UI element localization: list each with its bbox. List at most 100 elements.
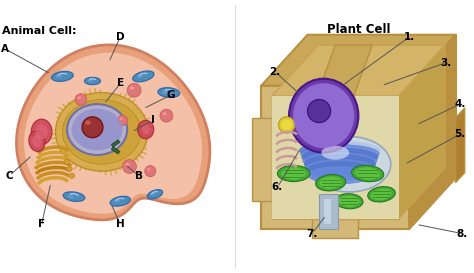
Ellipse shape <box>368 187 395 202</box>
Ellipse shape <box>110 196 130 206</box>
Bar <box>111 140 120 147</box>
Ellipse shape <box>339 195 360 207</box>
Ellipse shape <box>319 177 342 189</box>
Polygon shape <box>399 45 445 219</box>
Ellipse shape <box>119 117 123 120</box>
Text: A: A <box>0 44 9 54</box>
Ellipse shape <box>293 83 354 148</box>
Ellipse shape <box>63 192 85 201</box>
Ellipse shape <box>133 71 154 82</box>
Polygon shape <box>261 86 409 229</box>
Ellipse shape <box>130 87 134 90</box>
Ellipse shape <box>77 96 81 99</box>
Text: Plant Cell: Plant Cell <box>327 23 390 36</box>
Ellipse shape <box>56 75 63 78</box>
Text: I: I <box>151 115 155 125</box>
Polygon shape <box>272 96 399 219</box>
Ellipse shape <box>352 165 384 182</box>
Ellipse shape <box>306 162 374 180</box>
Text: 2.: 2. <box>270 67 281 77</box>
Polygon shape <box>409 35 456 229</box>
Polygon shape <box>272 96 399 219</box>
Ellipse shape <box>69 173 74 178</box>
Ellipse shape <box>304 155 376 174</box>
Ellipse shape <box>127 83 141 97</box>
Text: D: D <box>116 32 125 42</box>
Ellipse shape <box>300 141 380 160</box>
Ellipse shape <box>279 117 295 133</box>
Ellipse shape <box>72 109 123 150</box>
Polygon shape <box>252 118 272 201</box>
Ellipse shape <box>282 120 292 130</box>
Ellipse shape <box>308 99 331 123</box>
Ellipse shape <box>82 117 103 138</box>
Ellipse shape <box>55 93 148 171</box>
Ellipse shape <box>163 112 166 115</box>
Polygon shape <box>312 219 358 238</box>
Ellipse shape <box>277 165 310 182</box>
Text: G: G <box>167 90 175 100</box>
Polygon shape <box>272 45 445 96</box>
Ellipse shape <box>305 158 374 177</box>
Ellipse shape <box>282 167 306 180</box>
Ellipse shape <box>316 174 346 191</box>
Text: 8.: 8. <box>457 229 468 239</box>
Ellipse shape <box>52 71 73 81</box>
Ellipse shape <box>88 80 92 82</box>
Ellipse shape <box>371 189 392 200</box>
Bar <box>324 199 331 224</box>
Bar <box>111 147 120 154</box>
Ellipse shape <box>84 77 100 85</box>
PathPatch shape <box>17 45 210 220</box>
Ellipse shape <box>137 74 143 78</box>
Ellipse shape <box>36 124 48 140</box>
PathPatch shape <box>24 53 202 214</box>
Ellipse shape <box>125 163 129 166</box>
Ellipse shape <box>67 195 74 198</box>
Ellipse shape <box>147 168 150 171</box>
Text: E: E <box>117 78 124 88</box>
Ellipse shape <box>162 91 169 94</box>
Ellipse shape <box>123 160 137 174</box>
Text: C: C <box>5 171 13 181</box>
Ellipse shape <box>67 104 127 155</box>
Ellipse shape <box>75 94 87 105</box>
Ellipse shape <box>145 166 156 177</box>
Polygon shape <box>456 108 465 183</box>
Ellipse shape <box>356 167 380 180</box>
Ellipse shape <box>66 166 72 171</box>
Text: H: H <box>116 219 125 229</box>
Ellipse shape <box>29 131 45 152</box>
Ellipse shape <box>32 135 42 147</box>
Ellipse shape <box>150 192 155 195</box>
Ellipse shape <box>64 159 70 164</box>
Ellipse shape <box>289 79 358 153</box>
Ellipse shape <box>31 119 52 145</box>
Polygon shape <box>317 45 372 96</box>
Ellipse shape <box>114 200 120 203</box>
Ellipse shape <box>335 194 363 209</box>
Ellipse shape <box>137 120 154 139</box>
Ellipse shape <box>308 136 391 192</box>
Ellipse shape <box>321 146 349 160</box>
Text: F: F <box>38 219 45 229</box>
Ellipse shape <box>118 115 128 125</box>
Text: 7.: 7. <box>307 229 318 239</box>
Ellipse shape <box>147 190 163 199</box>
Ellipse shape <box>303 152 377 170</box>
Ellipse shape <box>63 99 141 164</box>
Ellipse shape <box>302 148 378 167</box>
Ellipse shape <box>142 125 150 134</box>
Text: B: B <box>135 171 143 181</box>
Ellipse shape <box>160 109 173 122</box>
Text: 4.: 4. <box>455 99 466 109</box>
Text: 1.: 1. <box>404 32 415 42</box>
Text: Animal Cell:: Animal Cell: <box>2 25 77 35</box>
Ellipse shape <box>301 145 379 163</box>
Polygon shape <box>308 35 456 178</box>
Polygon shape <box>261 35 456 86</box>
Text: 3.: 3. <box>441 58 452 67</box>
Text: 6.: 6. <box>272 182 283 192</box>
Ellipse shape <box>158 88 180 97</box>
Ellipse shape <box>85 120 91 125</box>
